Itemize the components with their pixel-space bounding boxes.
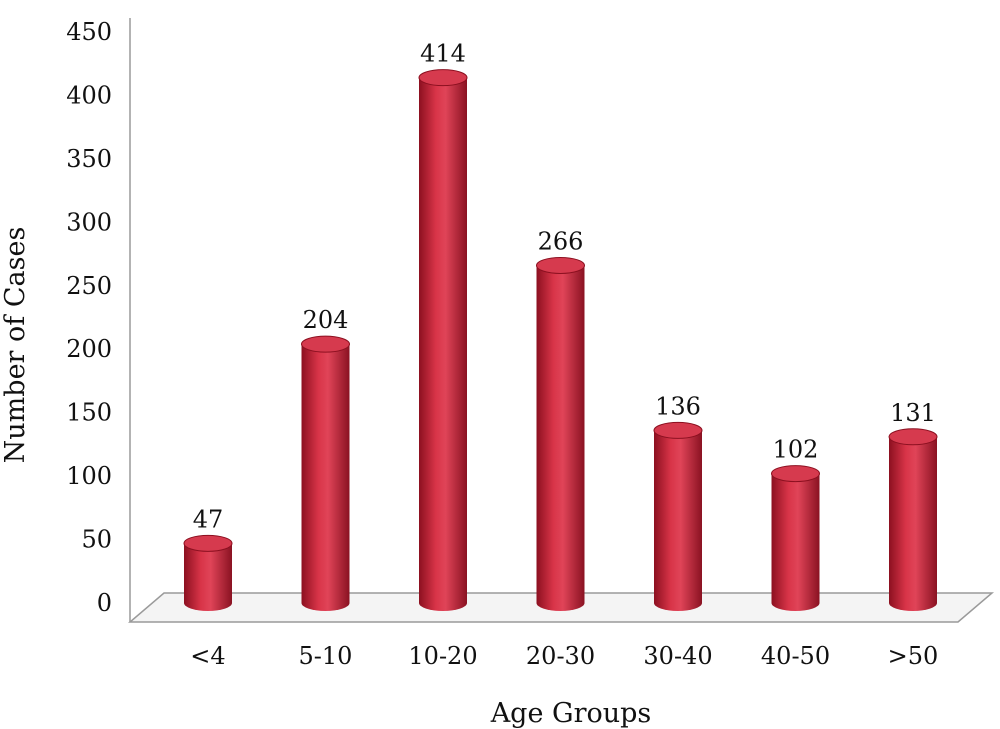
- x-tick-label: >50: [888, 642, 939, 670]
- y-tick-label: 100: [66, 462, 112, 490]
- bar: [888, 428, 938, 611]
- x-tick-label: 40-50: [761, 642, 830, 670]
- bar-top: [301, 335, 350, 353]
- data-label: 131: [890, 399, 936, 427]
- bar-top: [183, 534, 233, 552]
- data-label: 204: [303, 306, 349, 334]
- y-tick-label: 0: [97, 589, 112, 617]
- bar: [418, 69, 468, 612]
- bar-body: [184, 543, 232, 611]
- data-label: 266: [538, 227, 584, 255]
- data-label: 414: [420, 40, 466, 68]
- data-labels: 47 204 414 266 136 102 131: [193, 40, 936, 534]
- bar-body: [301, 344, 350, 611]
- bar-body: [889, 436, 937, 611]
- bar-body: [771, 473, 820, 611]
- x-tick-label: 20-30: [526, 642, 595, 670]
- bar: [301, 335, 350, 611]
- bar-top: [653, 421, 703, 439]
- bar: [183, 534, 233, 611]
- x-axis-title: Age Groups: [490, 698, 652, 729]
- data-label: 47: [193, 505, 224, 533]
- bar: [536, 256, 585, 611]
- x-axis-tick-labels: <4 5-10 10-20 20-30 30-40 40-50 >50: [190, 642, 938, 670]
- x-tick-label: <4: [190, 642, 225, 670]
- data-label: 102: [773, 436, 819, 464]
- bar-top: [888, 428, 938, 446]
- y-tick-label: 50: [81, 526, 112, 554]
- y-tick-label: 200: [66, 335, 112, 363]
- y-axis-title: Number of Cases: [0, 227, 31, 464]
- bar: [653, 421, 703, 611]
- y-axis-ticks: 0 50 100 150 200 250 300 350 400 450: [66, 18, 112, 617]
- bar-top: [418, 69, 468, 87]
- y-tick-label: 300: [66, 208, 112, 236]
- y-tick-label: 400: [66, 81, 112, 109]
- bar-body: [536, 265, 585, 611]
- bar-top: [536, 256, 585, 274]
- y-tick-label: 450: [66, 18, 112, 46]
- x-tick-label: 30-40: [643, 642, 712, 670]
- bar-top: [771, 465, 820, 483]
- y-tick-label: 250: [66, 272, 112, 300]
- x-tick-label: 5-10: [299, 642, 353, 670]
- y-tick-label: 150: [66, 399, 112, 427]
- bar-body: [419, 77, 467, 612]
- bar-body: [654, 430, 702, 611]
- data-label: 136: [655, 392, 701, 420]
- y-tick-label: 350: [66, 145, 112, 173]
- bar-series: [183, 69, 938, 612]
- x-tick-label: 10-20: [408, 642, 477, 670]
- bar: [771, 465, 820, 611]
